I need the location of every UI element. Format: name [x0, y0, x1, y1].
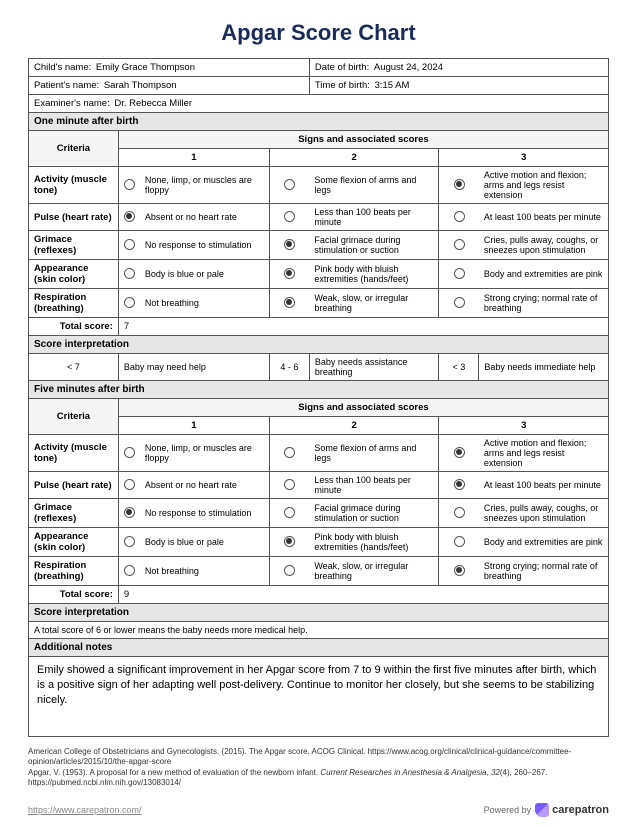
radio-option[interactable]	[284, 211, 295, 222]
powered-by: Powered by carepatron	[484, 803, 609, 817]
option-desc: None, limp, or muscles are floppy	[140, 167, 270, 204]
radio-option[interactable]	[454, 507, 465, 518]
option-desc: Absent or no heart rate	[140, 204, 270, 231]
radio-option[interactable]	[124, 565, 135, 576]
option-desc: No response to stimulation	[140, 231, 270, 260]
criteria-label: Grimace (reflexes)	[29, 499, 119, 528]
child-name-cell: Child's name: Emily Grace Thompson	[29, 59, 310, 77]
dob-cell: Date of birth: August 24, 2024	[309, 59, 608, 77]
page-title: Apgar Score Chart	[28, 20, 609, 46]
criteria-header: Criteria	[29, 131, 119, 167]
notes-content: Emily showed a significant improvement i…	[29, 657, 609, 737]
option-desc: Weak, slow, or irregular breathing	[309, 289, 439, 318]
radio-option[interactable]	[124, 268, 135, 279]
option-desc: Not breathing	[140, 289, 270, 318]
apgar-table: Child's name: Emily Grace Thompson Date …	[28, 58, 609, 737]
option-desc: At least 100 beats per minute	[479, 204, 609, 231]
option-desc: Body is blue or pale	[140, 260, 270, 289]
option-desc: At least 100 beats per minute	[479, 472, 609, 499]
radio-option[interactable]	[124, 507, 135, 518]
radio-option[interactable]	[284, 447, 295, 458]
radio-option[interactable]	[454, 239, 465, 250]
total-one-min: 7	[118, 318, 608, 336]
criteria-label: Appearance (skin color)	[29, 260, 119, 289]
option-desc: Facial grimace during stimulation or suc…	[309, 231, 439, 260]
option-desc: Absent or no heart rate	[140, 472, 270, 499]
option-desc: Active motion and flexion; arms and legs…	[479, 435, 609, 472]
radio-option[interactable]	[284, 507, 295, 518]
section-five-min: Five minutes after birth	[29, 381, 609, 399]
total-five-min: 9	[118, 586, 608, 604]
option-desc: No response to stimulation	[140, 499, 270, 528]
radio-option[interactable]	[284, 297, 295, 308]
option-desc: Body is blue or pale	[140, 528, 270, 557]
option-desc: None, limp, or muscles are floppy	[140, 435, 270, 472]
interp-header-2: Score interpretation	[29, 604, 609, 622]
radio-option[interactable]	[454, 565, 465, 576]
radio-option[interactable]	[284, 565, 295, 576]
radio-option[interactable]	[284, 239, 295, 250]
patient-name-cell: Patient's name: Sarah Thompson	[29, 77, 310, 95]
option-desc: Pink body with bluish extremities (hands…	[309, 260, 439, 289]
option-desc: Active motion and flexion; arms and legs…	[479, 167, 609, 204]
radio-option[interactable]	[454, 179, 465, 190]
radio-option[interactable]	[124, 211, 135, 222]
section-one-min: One minute after birth	[29, 113, 609, 131]
criteria-label: Respiration (breathing)	[29, 557, 119, 586]
radio-option[interactable]	[284, 479, 295, 490]
interp-five-min: A total score of 6 or lower means the ba…	[29, 622, 609, 639]
carepatron-logo: carepatron	[535, 803, 609, 817]
radio-option[interactable]	[284, 268, 295, 279]
radio-option[interactable]	[454, 536, 465, 547]
criteria-label: Pulse (heart rate)	[29, 204, 119, 231]
radio-option[interactable]	[124, 179, 135, 190]
option-desc: Less than 100 beats per minute	[309, 204, 439, 231]
option-desc: Body and extremities are pink	[479, 260, 609, 289]
footer-link[interactable]: https://www.carepatron.com/	[28, 805, 142, 815]
criteria-label: Respiration (breathing)	[29, 289, 119, 318]
option-desc: Facial grimace during stimulation or suc…	[309, 499, 439, 528]
signs-header: Signs and associated scores	[118, 131, 608, 149]
radio-option[interactable]	[124, 297, 135, 308]
criteria-label: Grimace (reflexes)	[29, 231, 119, 260]
logo-icon	[535, 803, 549, 817]
radio-option[interactable]	[284, 179, 295, 190]
criteria-label: Pulse (heart rate)	[29, 472, 119, 499]
option-desc: Cries, pulls away, coughs, or sneezes up…	[479, 231, 609, 260]
criteria-label: Activity (muscle tone)	[29, 167, 119, 204]
option-desc: Some flexion of arms and legs	[309, 435, 439, 472]
radio-option[interactable]	[124, 239, 135, 250]
criteria-label: Appearance (skin color)	[29, 528, 119, 557]
radio-option[interactable]	[284, 536, 295, 547]
radio-option[interactable]	[454, 447, 465, 458]
total-label: Total score:	[29, 318, 119, 336]
option-desc: Not breathing	[140, 557, 270, 586]
radio-option[interactable]	[454, 479, 465, 490]
ref-link-2[interactable]: https://pubmed.ncbi.nlm.nih.gov/13083014…	[28, 778, 181, 787]
option-desc: Strong crying; normal rate of breathing	[479, 289, 609, 318]
tob-cell: Time of birth: 3:15 AM	[309, 77, 608, 95]
radio-option[interactable]	[124, 536, 135, 547]
radio-option[interactable]	[454, 211, 465, 222]
examiner-cell: Examiner's name: Dr. Rebecca Miller	[29, 95, 609, 113]
option-desc: Weak, slow, or irregular breathing	[309, 557, 439, 586]
radio-option[interactable]	[454, 268, 465, 279]
radio-option[interactable]	[454, 297, 465, 308]
option-desc: Pink body with bluish extremities (hands…	[309, 528, 439, 557]
option-desc: Strong crying; normal rate of breathing	[479, 557, 609, 586]
references: American College of Obstetricians and Gy…	[28, 747, 609, 789]
radio-option[interactable]	[124, 447, 135, 458]
option-desc: Some flexion of arms and legs	[309, 167, 439, 204]
interp-header-1: Score interpretation	[29, 336, 609, 354]
option-desc: Less than 100 beats per minute	[309, 472, 439, 499]
criteria-label: Activity (muscle tone)	[29, 435, 119, 472]
radio-option[interactable]	[124, 479, 135, 490]
notes-header: Additional notes	[29, 639, 609, 657]
option-desc: Body and extremities are pink	[479, 528, 609, 557]
option-desc: Cries, pulls away, coughs, or sneezes up…	[479, 499, 609, 528]
